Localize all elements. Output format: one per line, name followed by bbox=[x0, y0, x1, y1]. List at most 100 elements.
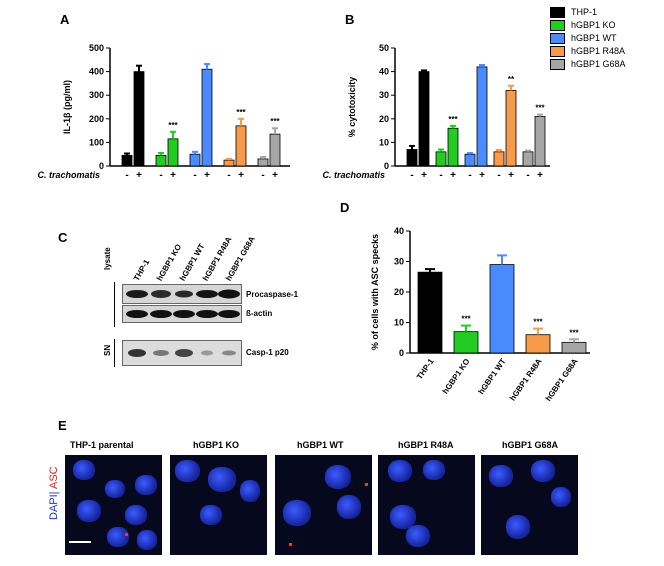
condition-label: - bbox=[159, 170, 162, 181]
category-label: hGBP1 WT bbox=[477, 357, 508, 396]
y-axis-title: IL-1β (pg/ml) bbox=[62, 80, 72, 134]
blot-group-sn: SN bbox=[103, 344, 112, 356]
micro-title-2: hGBP1 WT bbox=[297, 440, 344, 450]
micro-image-thp1 bbox=[65, 455, 162, 555]
significance-marker: ** bbox=[508, 75, 515, 84]
condition-label: - bbox=[125, 170, 128, 181]
significance-marker: *** bbox=[461, 315, 471, 324]
blot-strip-actin bbox=[122, 305, 242, 323]
micro-title-4: hGBP1 G68A bbox=[502, 440, 559, 450]
condition-label: - bbox=[227, 170, 230, 181]
sn-bracket bbox=[114, 339, 115, 367]
condition-label: + bbox=[238, 170, 244, 181]
y-axis-title: % cytotoxicity bbox=[347, 77, 357, 138]
category-label: hGBP1 R48A bbox=[508, 357, 544, 403]
micro-title-3: hGBP1 R48A bbox=[398, 440, 454, 450]
legend-label: hGBP1 WT bbox=[571, 33, 617, 43]
legend-label: hGBP1 R48A bbox=[571, 46, 626, 56]
y-tick-label: 20 bbox=[379, 114, 389, 124]
blot-strip-procaspase bbox=[122, 284, 242, 304]
micro-title-1: hGBP1 KO bbox=[193, 440, 240, 450]
y-tick-label: 10 bbox=[379, 137, 389, 147]
legend-item: THP-1 bbox=[550, 6, 597, 18]
legend-item: hGBP1 R48A bbox=[550, 45, 625, 57]
legend-swatch bbox=[550, 45, 565, 57]
condition-label: + bbox=[170, 170, 176, 181]
condition-label: + bbox=[136, 170, 142, 181]
blot-strip-p20 bbox=[122, 340, 242, 366]
condition-label: + bbox=[421, 170, 427, 181]
condition-label: + bbox=[537, 170, 543, 181]
y-tick-label: 500 bbox=[89, 43, 104, 53]
condition-label: - bbox=[193, 170, 196, 181]
category-label: hGBP1 KO bbox=[441, 357, 472, 396]
micro-title-0: THP-1 parental bbox=[70, 440, 134, 450]
bar bbox=[489, 264, 515, 354]
condition-label: - bbox=[410, 170, 413, 181]
panel-label-e: E bbox=[58, 418, 67, 433]
category-label: hGBP1 G68A bbox=[544, 357, 580, 403]
bar bbox=[453, 331, 479, 354]
legend-label: hGBP1 G68A bbox=[571, 59, 626, 69]
significance-marker: *** bbox=[535, 104, 545, 113]
condition-label: + bbox=[508, 170, 514, 181]
stain-dapi: DAPI bbox=[48, 494, 60, 520]
x-axis-title: C. trachomatis bbox=[322, 170, 385, 180]
band-label-procaspase: Procaspase-1 bbox=[246, 290, 299, 299]
y-tick-label: 30 bbox=[394, 257, 404, 267]
lysate-bracket bbox=[114, 282, 115, 327]
panel-label-c: C bbox=[58, 230, 68, 245]
y-axis-title: % of cells with ASC specks bbox=[370, 234, 380, 350]
x-axis-title: C. trachomatis bbox=[37, 170, 100, 180]
y-tick-label: 100 bbox=[89, 137, 104, 147]
legend-swatch bbox=[550, 19, 565, 31]
legend-item: hGBP1 G68A bbox=[550, 58, 626, 70]
y-tick-label: 0 bbox=[399, 348, 404, 358]
panel-label-b: B bbox=[345, 12, 355, 27]
chart-d: 0 10 20 30 40 % of cells with ASC specks THP-1… bbox=[370, 226, 590, 403]
y-tick-label: 0 bbox=[384, 161, 389, 171]
micro-image-r48a bbox=[378, 455, 475, 555]
significance-marker: *** bbox=[448, 115, 458, 124]
stain-legend: DAPI| ASC bbox=[48, 466, 60, 520]
blot-group-lysate: lysate bbox=[103, 247, 112, 270]
condition-label: + bbox=[272, 170, 278, 181]
y-tick-label: 30 bbox=[379, 90, 389, 100]
micro-image-wt bbox=[275, 455, 372, 555]
bar bbox=[561, 341, 587, 354]
legend-swatch bbox=[550, 32, 565, 44]
band-label-p20: Casp-1 p20 bbox=[246, 348, 289, 357]
condition-label: - bbox=[439, 170, 442, 181]
legend-item: hGBP1 WT bbox=[550, 32, 617, 44]
significance-marker: *** bbox=[236, 108, 246, 117]
y-tick-label: 0 bbox=[99, 161, 104, 171]
y-tick-label: 50 bbox=[379, 43, 389, 53]
panel-label-a: A bbox=[60, 12, 70, 27]
condition-label: - bbox=[468, 170, 471, 181]
micro-image-ko bbox=[170, 455, 267, 555]
significance-marker: *** bbox=[533, 318, 543, 327]
bar bbox=[417, 271, 443, 354]
significance-marker: *** bbox=[168, 121, 178, 130]
y-tick-label: 400 bbox=[89, 67, 104, 77]
y-tick-label: 20 bbox=[394, 287, 404, 297]
condition-label: - bbox=[497, 170, 500, 181]
y-tick-label: 40 bbox=[394, 226, 404, 236]
condition-label: + bbox=[479, 170, 485, 181]
condition-label: + bbox=[204, 170, 210, 181]
condition-label: - bbox=[526, 170, 529, 181]
category-label: THP-1 bbox=[415, 357, 436, 382]
legend-swatch bbox=[550, 58, 565, 70]
band-label-actin: ß-actin bbox=[246, 309, 273, 318]
legend-swatch bbox=[550, 6, 565, 18]
y-tick-label: 40 bbox=[379, 67, 389, 77]
micro-image-g68a bbox=[481, 455, 578, 555]
condition-label: + bbox=[450, 170, 456, 181]
stain-asc: ASC bbox=[48, 466, 60, 489]
bar bbox=[525, 334, 551, 354]
significance-marker: *** bbox=[270, 117, 280, 126]
legend-label: THP-1 bbox=[571, 7, 598, 17]
y-tick-label: 300 bbox=[89, 90, 104, 100]
significance-marker: *** bbox=[569, 328, 579, 337]
